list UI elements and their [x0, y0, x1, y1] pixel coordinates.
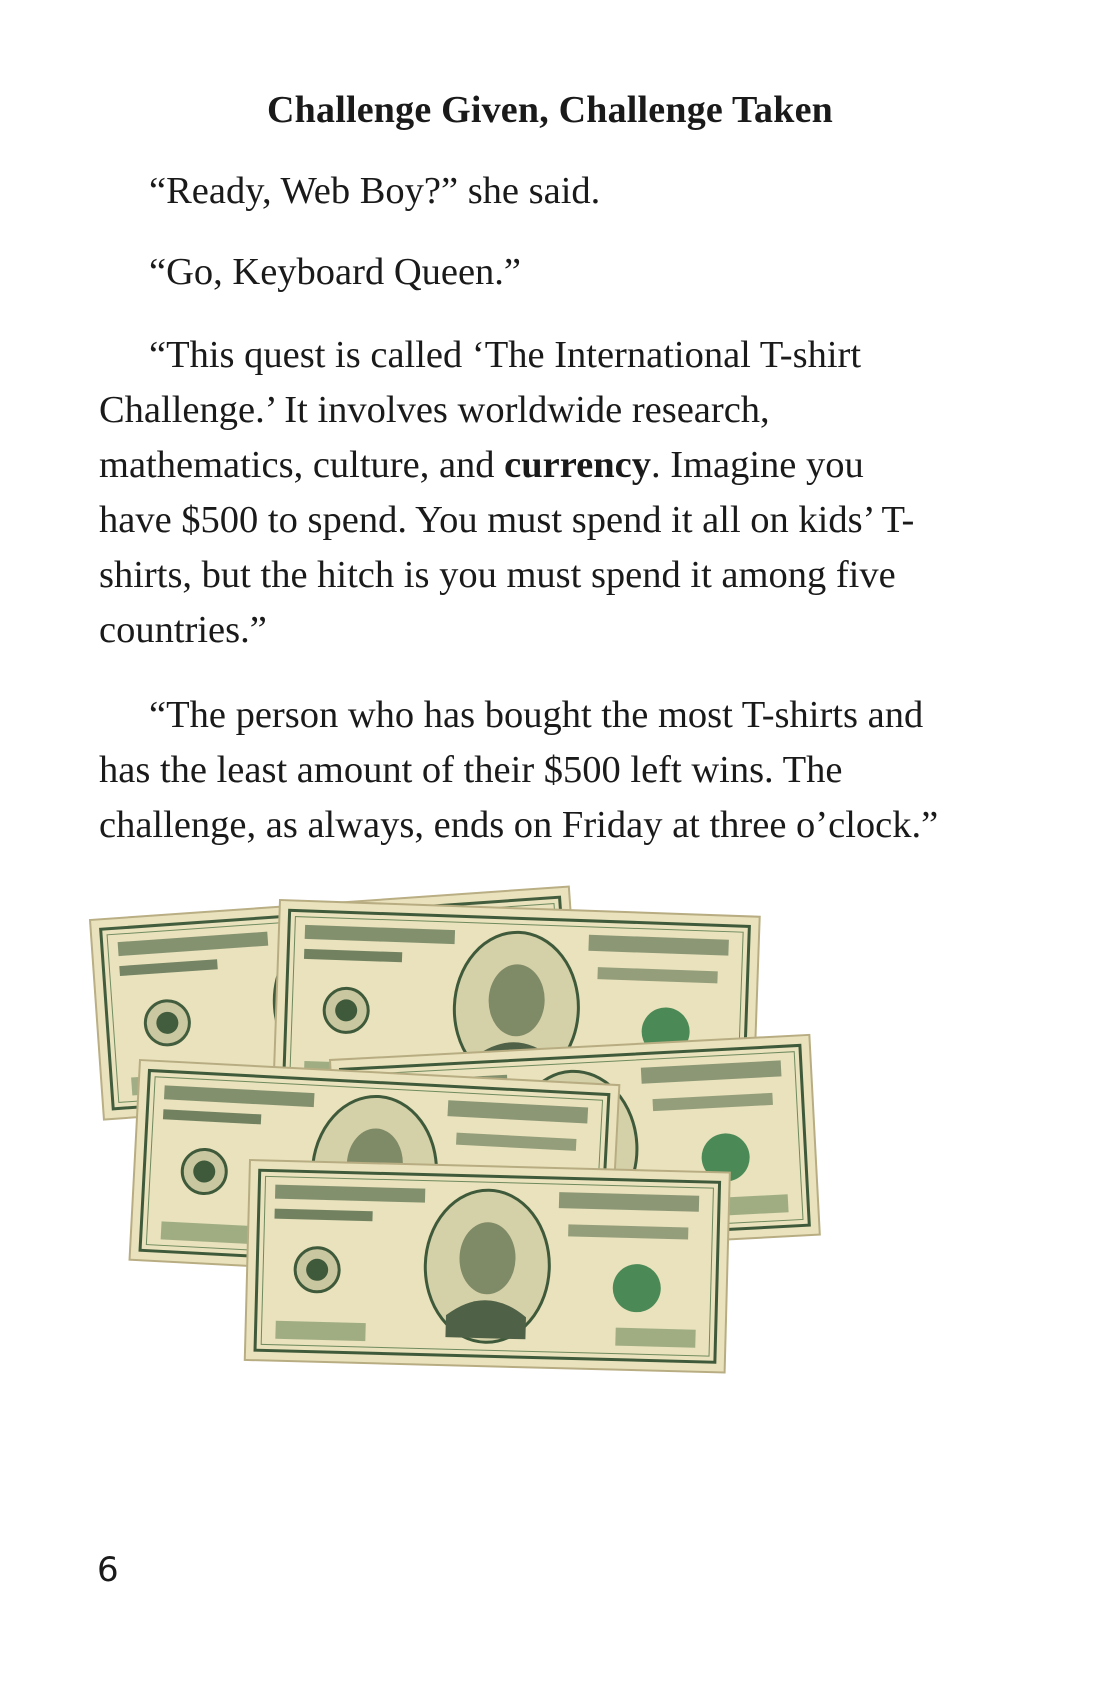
- money-bills-icon: [88, 885, 822, 1374]
- vocabulary-word-currency: currency: [504, 444, 651, 486]
- paragraph-4: “The person who has bought the most T-sh…: [99, 694, 939, 846]
- paragraph-3-text-a: “This quest is called ‘The International…: [99, 334, 862, 486]
- paragraph-3: “This quest is called ‘The International…: [99, 328, 939, 658]
- paragraph-1: “Ready, Web Boy?” she said.: [149, 170, 601, 212]
- chapter-heading: Challenge Given, Challenge Taken: [267, 89, 833, 131]
- paragraph-2: “Go, Keyboard Queen.”: [149, 251, 522, 293]
- paragraph-3-text-b: . Imagine you have $500 to spend. You mu…: [99, 444, 915, 651]
- page-number: 6: [97, 1550, 119, 1590]
